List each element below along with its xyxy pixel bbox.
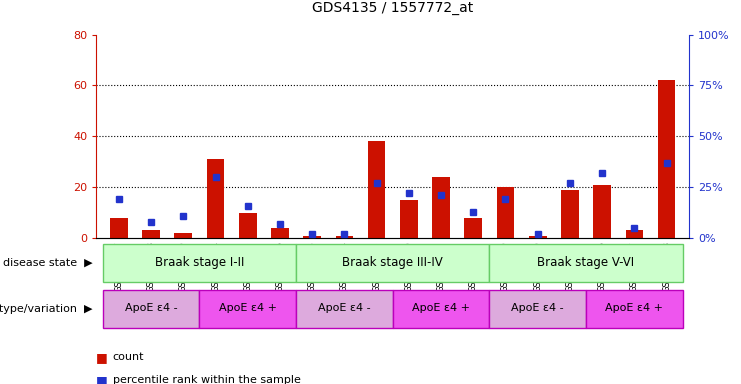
Text: percentile rank within the sample: percentile rank within the sample (113, 375, 301, 384)
Bar (658, 80, 676, 238)
Bar (368, 141, 385, 238)
Bar (271, 228, 289, 238)
Bar (465, 218, 482, 238)
Bar (296, 244, 489, 282)
Text: ApoE ε4 -: ApoE ε4 - (124, 303, 177, 313)
Bar (489, 244, 682, 282)
Bar (586, 290, 682, 328)
Text: genotype/variation  ▶: genotype/variation ▶ (0, 304, 93, 314)
Text: ApoE ε4 -: ApoE ε4 - (511, 303, 564, 313)
Text: disease state  ▶: disease state ▶ (3, 258, 93, 268)
Bar (110, 218, 127, 238)
Text: ■: ■ (96, 351, 108, 364)
Bar (489, 290, 586, 328)
Text: GDS4135 / 1557772_at: GDS4135 / 1557772_at (312, 2, 473, 15)
Text: ApoE ε4 -: ApoE ε4 - (318, 303, 370, 313)
Bar (393, 290, 489, 328)
Text: count: count (113, 352, 144, 362)
Bar (142, 230, 160, 238)
Bar (594, 185, 611, 238)
Text: ■: ■ (96, 374, 108, 384)
Bar (529, 235, 547, 238)
Bar (625, 230, 643, 238)
Bar (400, 200, 418, 238)
Bar (207, 159, 225, 238)
Text: Braak stage III-IV: Braak stage III-IV (342, 256, 443, 269)
Bar (103, 244, 296, 282)
Text: ApoE ε4 +: ApoE ε4 + (412, 303, 470, 313)
Bar (239, 213, 256, 238)
Bar (336, 235, 353, 238)
Bar (496, 187, 514, 238)
Text: Braak stage I-II: Braak stage I-II (155, 256, 244, 269)
Bar (296, 290, 393, 328)
Bar (303, 235, 321, 238)
Bar (199, 290, 296, 328)
Text: Braak stage V-VI: Braak stage V-VI (537, 256, 634, 269)
Bar (103, 290, 199, 328)
Bar (432, 177, 450, 238)
Text: ApoE ε4 +: ApoE ε4 + (219, 303, 276, 313)
Bar (174, 233, 192, 238)
Bar (561, 190, 579, 238)
Text: ApoE ε4 +: ApoE ε4 + (605, 303, 663, 313)
